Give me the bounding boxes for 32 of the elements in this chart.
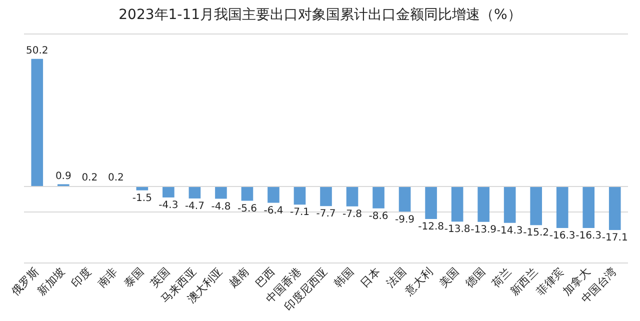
data-label: -4.8	[211, 201, 231, 212]
data-label: 50.2	[26, 46, 48, 57]
x-tick-label: 泰国	[122, 265, 146, 290]
x-tick-label: 南非	[95, 265, 120, 290]
x-tick-label: 美国	[436, 265, 462, 290]
data-label: -12.8	[418, 222, 444, 233]
data-label: -4.7	[184, 201, 204, 212]
data-label: -1.5	[132, 192, 152, 204]
data-label: -13.9	[470, 224, 497, 236]
data-label: -4.3	[158, 200, 178, 212]
data-label: -9.9	[395, 214, 415, 226]
data-label: -7.1	[290, 207, 310, 218]
data-label: 0.9	[55, 170, 72, 182]
x-tick-label: 越南	[226, 265, 252, 290]
data-label: -15.2	[523, 228, 550, 239]
x-tick-label: 德国	[462, 265, 488, 290]
data-label: -16.3	[549, 230, 576, 242]
data-label: -7.8	[342, 208, 362, 220]
data-label: -6.4	[264, 205, 284, 216]
data-label: 0.2	[108, 172, 124, 184]
data-label: -14.3	[496, 225, 523, 236]
x-tick-label: 印度	[69, 265, 94, 290]
data-label: -17.1	[602, 232, 628, 244]
chart-title: 2023年1-11月我国主要出口对象国累计出口金额同比增速（%）	[118, 6, 522, 24]
data-label: -7.7	[316, 208, 336, 220]
data-label: -13.8	[444, 224, 470, 236]
x-tick-label: 韩国	[332, 265, 356, 290]
data-label: -16.3	[576, 230, 602, 242]
data-label: -5.6	[237, 203, 257, 214]
data-label: 0.2	[82, 172, 98, 184]
x-tick-label: 日本	[358, 265, 383, 290]
data-label: -8.6	[368, 210, 388, 222]
